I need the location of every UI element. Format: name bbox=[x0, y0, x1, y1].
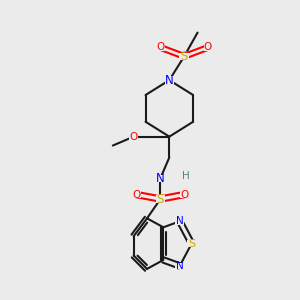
Text: H: H bbox=[182, 171, 190, 181]
Text: N: N bbox=[176, 261, 184, 271]
Bar bbox=[179, 53, 189, 60]
Bar bbox=[156, 175, 165, 182]
Text: N: N bbox=[156, 172, 165, 185]
Bar bbox=[175, 218, 184, 225]
Text: N: N bbox=[176, 216, 184, 226]
Bar bbox=[175, 262, 184, 269]
Bar bbox=[133, 191, 141, 198]
Bar bbox=[204, 44, 212, 51]
Text: O: O bbox=[156, 43, 164, 52]
Bar bbox=[165, 76, 174, 84]
Bar bbox=[187, 240, 196, 247]
Text: O: O bbox=[133, 190, 141, 200]
Text: O: O bbox=[130, 132, 138, 142]
Bar bbox=[180, 191, 188, 198]
Text: S: S bbox=[157, 193, 164, 206]
Bar bbox=[130, 134, 138, 140]
Bar bbox=[156, 195, 165, 203]
Text: S: S bbox=[181, 50, 188, 63]
Text: O: O bbox=[204, 43, 212, 52]
Bar bbox=[156, 44, 165, 51]
Text: S: S bbox=[188, 238, 195, 249]
Text: O: O bbox=[180, 190, 188, 200]
Text: N: N bbox=[165, 74, 174, 87]
